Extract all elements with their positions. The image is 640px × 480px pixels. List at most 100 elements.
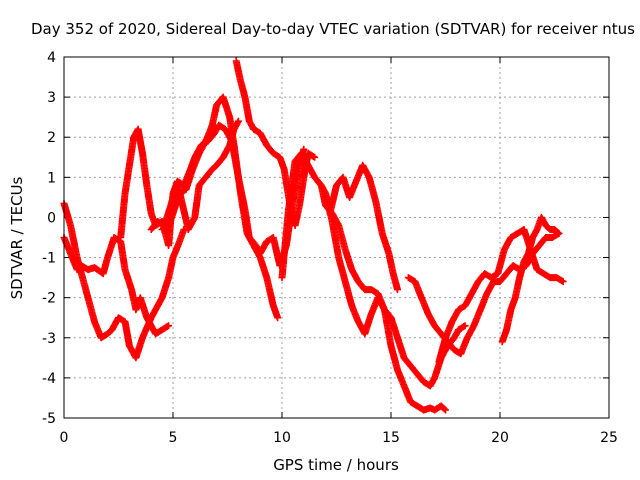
data-point (400, 354, 408, 362)
series-arc-10 (404, 230, 563, 358)
data-point (234, 117, 242, 125)
data-point (420, 406, 428, 414)
y-tick-label: 2 (47, 130, 56, 146)
data-point (125, 342, 133, 350)
data-point (263, 274, 271, 282)
data-point (165, 242, 173, 249)
plot-frame (63, 56, 610, 419)
data-point (219, 93, 227, 101)
series-arc-7 (278, 149, 449, 414)
data-point (132, 354, 140, 362)
data-point (143, 314, 151, 322)
data-point (139, 334, 146, 342)
data-point (387, 342, 395, 350)
data-point (407, 362, 415, 370)
data-point (498, 338, 506, 346)
data-point (481, 270, 489, 278)
data-point (322, 201, 330, 209)
data-point (437, 330, 445, 338)
x-tick-label: 15 (382, 430, 400, 446)
data-point (158, 226, 166, 233)
data-point (256, 254, 264, 262)
data-point (291, 157, 299, 165)
data-point (431, 322, 439, 330)
data-point (82, 286, 90, 294)
data-point (173, 177, 181, 185)
y-tick-label: 1 (47, 170, 56, 186)
data-point (442, 334, 449, 342)
data-point (147, 322, 155, 330)
data-point (274, 314, 282, 322)
data-point (437, 402, 445, 410)
data-point (226, 113, 234, 121)
data-point (243, 230, 251, 237)
data-point (341, 278, 349, 286)
data-point (147, 226, 155, 233)
data-point (455, 326, 463, 334)
data-point (84, 266, 92, 274)
data-point (455, 306, 463, 314)
series-arc-5 (158, 93, 282, 322)
data-point (269, 302, 277, 310)
data-point (468, 290, 476, 298)
data-point (134, 125, 142, 133)
data-point (548, 234, 556, 241)
data-point (378, 230, 386, 237)
data-point (169, 254, 177, 262)
data-point (529, 234, 537, 241)
data-point (245, 117, 253, 125)
data-point (125, 161, 133, 169)
data-point (389, 270, 397, 278)
data-point (232, 57, 240, 65)
data-point (285, 205, 292, 213)
data-point (442, 406, 449, 414)
data-point (394, 286, 401, 294)
data-point (152, 330, 160, 338)
y-tick-label: 0 (47, 210, 56, 226)
data-point (291, 222, 299, 229)
data-point (237, 189, 245, 197)
data-point (553, 274, 561, 282)
data-point (128, 286, 136, 294)
data-point (448, 318, 456, 326)
data-point (394, 334, 401, 342)
data-point (269, 234, 277, 241)
data-point (424, 310, 432, 318)
data-point (184, 226, 192, 233)
y-tick-label: -5 (42, 411, 56, 427)
data-point (367, 286, 375, 294)
data-point (359, 161, 367, 169)
data-point (394, 366, 401, 374)
y-tick-label: 4 (47, 50, 56, 66)
data-point (559, 278, 567, 286)
data-point (540, 270, 548, 278)
data-point (431, 374, 439, 382)
series-arc-9 (326, 161, 401, 294)
data-point (104, 254, 112, 262)
data-point (77, 262, 85, 270)
data-point (263, 141, 271, 149)
data-point (494, 270, 502, 278)
data-point (435, 358, 443, 366)
data-point (507, 234, 515, 241)
chart-title: Day 352 of 2020, Sidereal Day-to-day VTE… (31, 20, 635, 38)
data-point (413, 370, 421, 378)
series-arc-8 (317, 181, 469, 390)
data-point (470, 322, 478, 330)
data-point (136, 294, 144, 302)
data-point (450, 334, 458, 342)
series-arc-2 (60, 234, 173, 338)
data-point (221, 125, 229, 133)
data-point (335, 222, 343, 229)
data-point (139, 149, 146, 157)
data-point (104, 330, 112, 338)
data-point (241, 93, 249, 101)
data-point (300, 145, 308, 153)
data-point (295, 201, 303, 209)
data-point (91, 318, 98, 326)
data-point (110, 234, 118, 241)
data-point (487, 274, 495, 282)
data-point (348, 266, 356, 274)
data-point (374, 290, 382, 298)
